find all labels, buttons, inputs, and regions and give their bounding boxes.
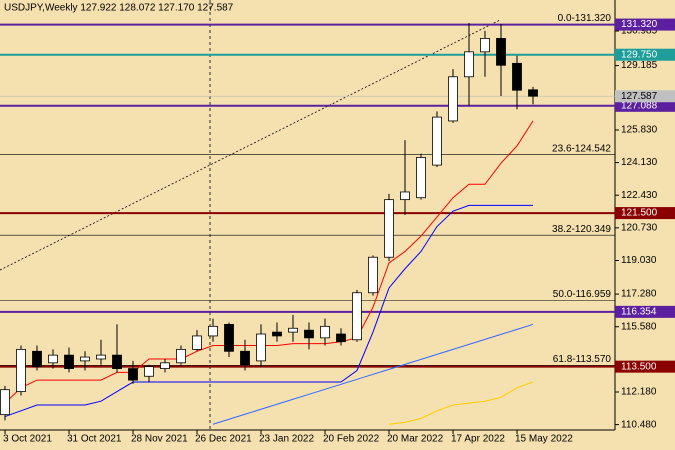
fib-label: 38.2-120.349: [552, 224, 611, 235]
candle-body: [480, 37, 490, 53]
candle-body: [384, 199, 394, 258]
candle-body: [416, 157, 426, 199]
y-tick-label: 122.430: [621, 190, 658, 201]
level-label: 121.500: [621, 208, 658, 219]
y-tick-label: 119.030: [621, 255, 657, 266]
level-tag: [615, 360, 675, 373]
candle-body: [80, 356, 90, 362]
candle-body: [224, 324, 234, 352]
candle-body: [208, 325, 218, 337]
level-tag: [615, 207, 675, 220]
x-tick-label: 17 Apr 2022: [451, 434, 505, 445]
indicator-line: [4, 204, 533, 418]
last-price-label: 127.587: [621, 91, 658, 102]
candle-body: [128, 368, 138, 381]
level-label: 131.320: [621, 19, 658, 30]
candle-body: [32, 350, 42, 368]
candle-body: [176, 348, 186, 364]
fib-label: 0.0-131.320: [558, 13, 612, 24]
x-tick-label: 23 Jan 2022: [259, 434, 314, 445]
chart-title: USDJPY,Weekly 127.922 128.072 127.170 12…: [4, 3, 234, 14]
level-tag: [615, 18, 675, 31]
candle-body: [160, 362, 170, 369]
candle-body: [512, 62, 522, 91]
y-tick-label: 124.130: [621, 157, 658, 168]
fib-label: 23.6-124.542: [552, 143, 611, 154]
last-price-tag: [615, 90, 675, 103]
y-tick-label: 130.985: [621, 26, 658, 37]
level-tag: [615, 99, 675, 112]
candle-body: [16, 348, 26, 393]
candle-body: [304, 329, 314, 339]
y-tick-label: 117.280: [621, 289, 657, 300]
level-label: 127.088: [621, 100, 658, 111]
y-tick-label: 112.180: [621, 387, 657, 398]
x-tick-label: 31 Oct 2021: [67, 434, 122, 445]
candle-body: [400, 191, 410, 201]
fib-label: 50.0-116.959: [553, 289, 612, 300]
x-tick-label: 20 Feb 2022: [323, 434, 380, 445]
candle-body: [0, 389, 10, 416]
y-tick-label: 120.730: [621, 223, 658, 234]
candle-body: [432, 116, 442, 166]
level-label: 129.750: [621, 49, 658, 60]
candle-body: [256, 333, 266, 362]
candle-body: [368, 256, 378, 294]
candle-body: [240, 350, 250, 366]
candle-body: [320, 325, 330, 339]
x-tick-label: 26 Dec 2021: [195, 434, 252, 445]
candle-body: [448, 76, 458, 122]
level-label: 116.354: [621, 307, 657, 318]
candle-body: [528, 89, 538, 97]
level-tag: [615, 305, 675, 318]
fib-label: 61.8-113.570: [553, 354, 612, 365]
level-label: 113.500: [621, 361, 657, 372]
level-tag: [615, 48, 675, 61]
candle-body: [48, 354, 58, 364]
y-tick-label: 115.580: [621, 321, 657, 332]
candle-body: [112, 354, 122, 369]
candle-body: [96, 354, 106, 360]
y-tick-label: 129.185: [621, 60, 658, 71]
trend-line: [0, 19, 501, 271]
candle-body: [64, 354, 74, 369]
x-tick-label: 20 Mar 2022: [387, 434, 444, 445]
candle-body: [272, 331, 282, 337]
x-tick-label: 28 Nov 2021: [131, 434, 188, 445]
x-tick-label: 15 May 2022: [515, 434, 573, 445]
candle-body: [496, 37, 506, 66]
y-tick-label: 110.480: [621, 419, 657, 430]
candle-body: [352, 292, 362, 341]
indicator-line: [388, 381, 534, 425]
candle-body: [144, 366, 154, 377]
y-tick-label: 125.830: [621, 125, 658, 136]
indicator-line: [4, 120, 534, 404]
candle-body: [288, 327, 298, 333]
x-tick-label: 3 Oct 2021: [3, 434, 52, 445]
candle-body: [336, 333, 346, 343]
indicator-line: [212, 323, 534, 425]
candle-body: [192, 335, 202, 350]
candle-body: [464, 51, 474, 78]
